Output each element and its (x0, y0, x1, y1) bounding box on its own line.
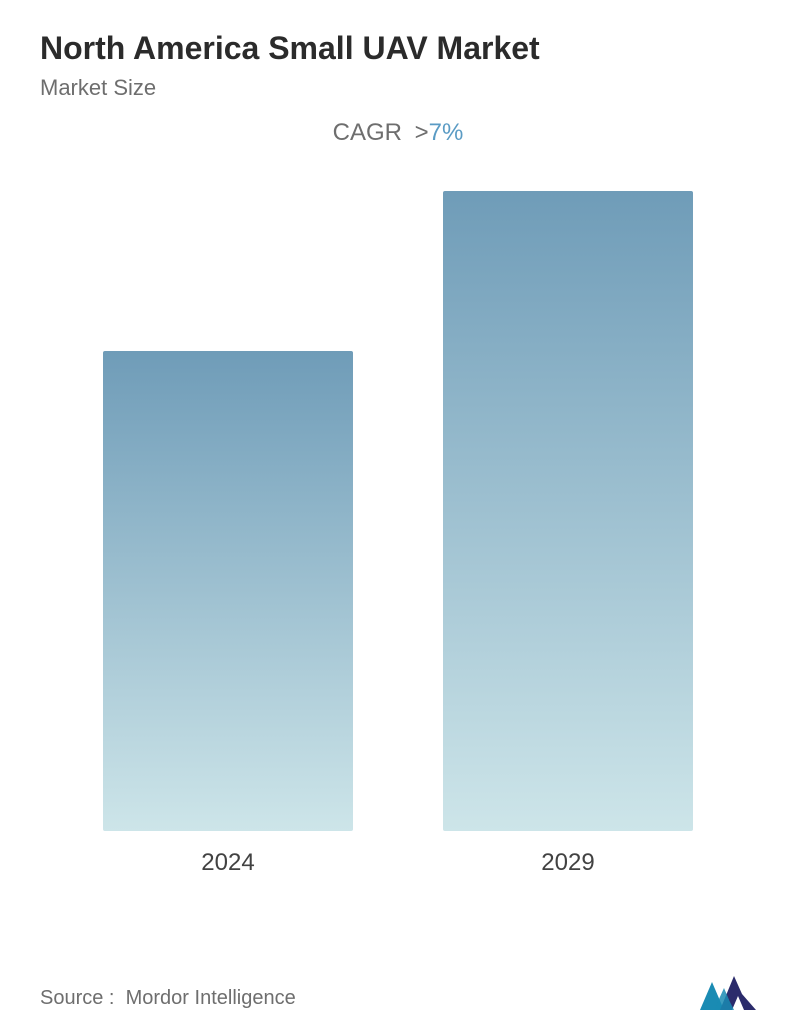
chart-container: North America Small UAV Market Market Si… (0, 0, 796, 1034)
bar (103, 351, 353, 831)
cagr-value: 7% (429, 119, 464, 146)
cagr-gt: > (415, 119, 429, 146)
bar-wrapper: 2024 (103, 351, 353, 877)
cagr-row: CAGR >7% (40, 119, 756, 147)
source-label: Source : (40, 987, 114, 1009)
footer: Source : Mordor Intelligence (40, 974, 756, 1010)
bar-label: 2024 (201, 849, 254, 877)
bar-label: 2029 (541, 849, 594, 877)
subtitle: Market Size (40, 75, 756, 101)
logo-icon (700, 974, 756, 1010)
chart-area: 2024 2029 (40, 197, 756, 877)
bar-wrapper: 2029 (443, 191, 693, 877)
brand-logo (700, 974, 756, 1010)
cagr-label: CAGR (333, 119, 402, 146)
bar (443, 191, 693, 831)
main-title: North America Small UAV Market (40, 30, 756, 67)
source-text: Source : Mordor Intelligence (40, 987, 296, 1010)
source-name: Mordor Intelligence (126, 987, 296, 1009)
